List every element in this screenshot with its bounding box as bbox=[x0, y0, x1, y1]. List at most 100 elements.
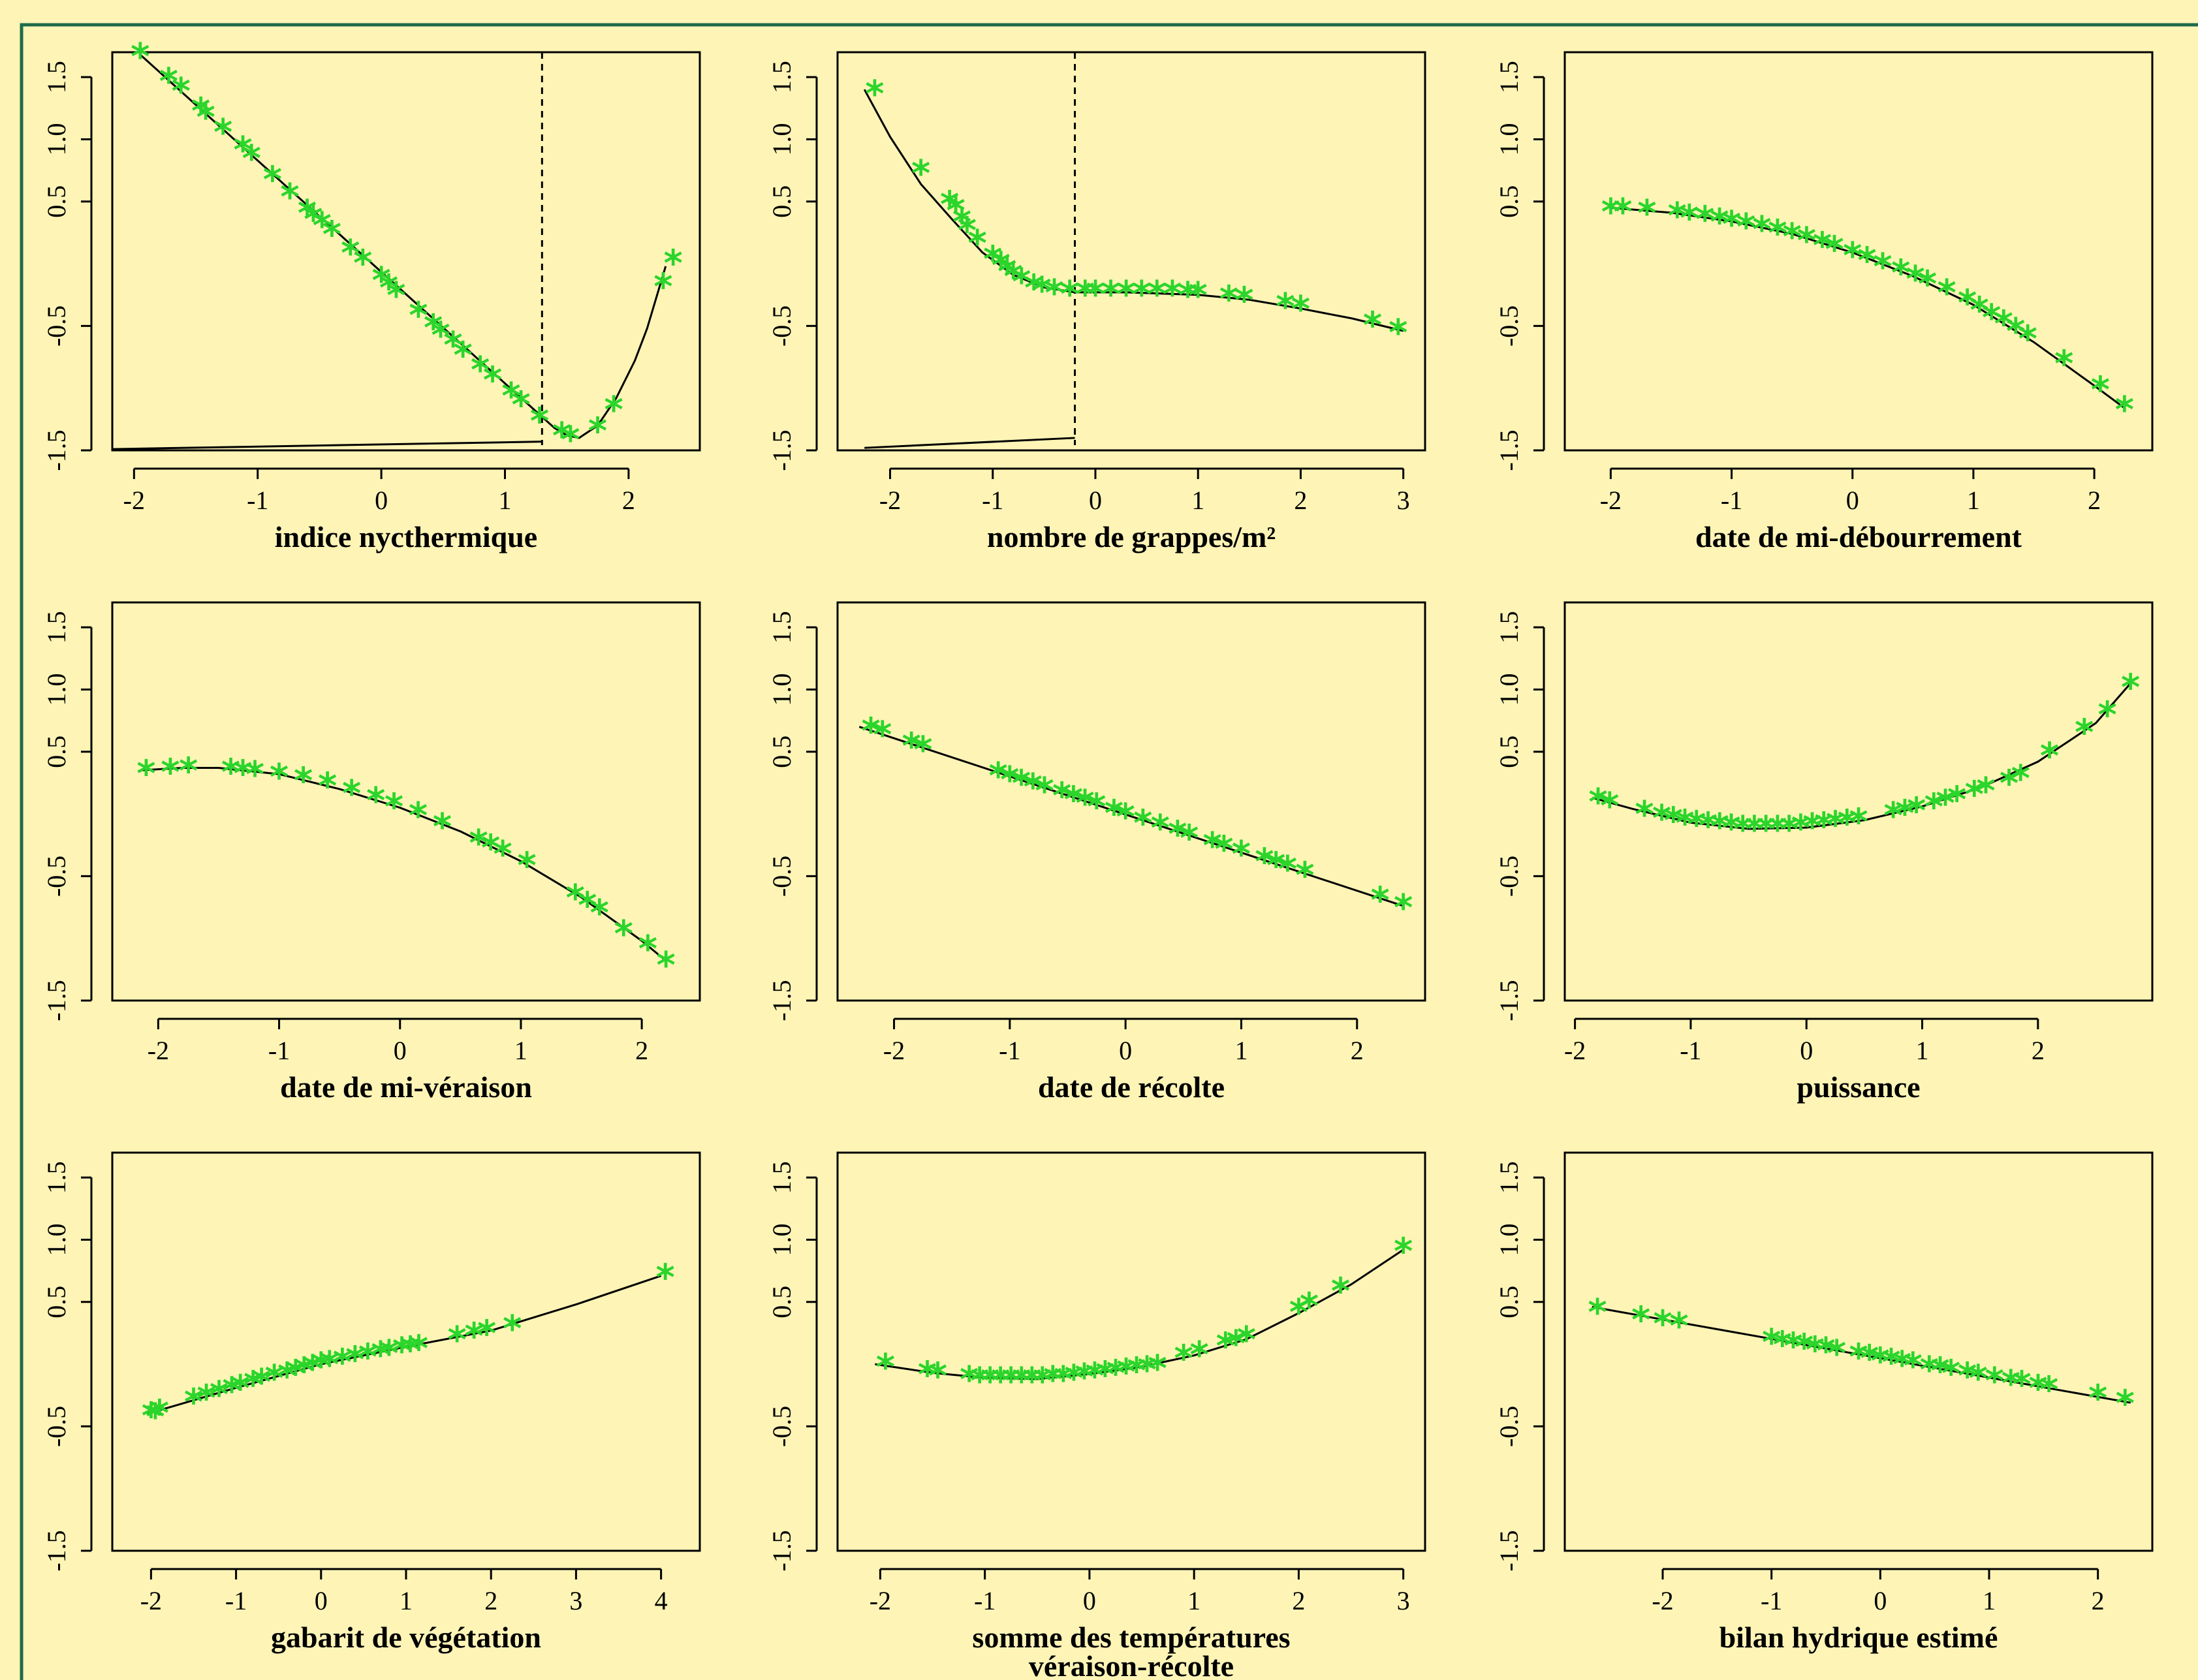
data-point: * bbox=[604, 389, 623, 431]
data-point: * bbox=[1389, 312, 1407, 354]
x-tick-label: 2 bbox=[622, 486, 635, 515]
data-point: * bbox=[392, 1330, 411, 1373]
data-point: * bbox=[242, 138, 261, 180]
data-point: * bbox=[1052, 775, 1071, 818]
data-point: * bbox=[588, 411, 607, 453]
data-point: * bbox=[2028, 1367, 2047, 1410]
data-point: * bbox=[443, 324, 462, 367]
data-point: * bbox=[1024, 267, 1043, 309]
data-point: * bbox=[1087, 786, 1106, 829]
data-point: * bbox=[1331, 1271, 1350, 1313]
data-point: * bbox=[320, 1344, 339, 1386]
x-tick-label: 3 bbox=[569, 1586, 582, 1615]
baseline-segment bbox=[864, 437, 1075, 449]
x-tick-label: 0 bbox=[1846, 486, 1859, 515]
data-point: * bbox=[946, 190, 965, 232]
data-point: * bbox=[1363, 305, 1382, 347]
x-tick-label: 1 bbox=[1916, 1036, 1929, 1065]
data-point: * bbox=[1881, 1341, 1900, 1384]
fitted-curve bbox=[1610, 206, 2126, 409]
data-point: * bbox=[2002, 1363, 2020, 1405]
data-point: * bbox=[501, 375, 520, 418]
x-tick-label: 1 bbox=[514, 1036, 527, 1065]
data-point: * bbox=[277, 1355, 296, 1397]
data-point: * bbox=[1180, 817, 1199, 860]
figure-frame bbox=[20, 23, 2198, 1680]
data-point: * bbox=[465, 1315, 484, 1358]
y-tick-label: 1.5 bbox=[42, 1161, 71, 1194]
data-point: * bbox=[1064, 1358, 1083, 1400]
data-point: * bbox=[1710, 806, 1729, 848]
data-point: * bbox=[1941, 1353, 1960, 1395]
data-point: * bbox=[243, 1364, 262, 1407]
y-tick-label: 1.0 bbox=[1494, 673, 1524, 706]
data-point: * bbox=[286, 1353, 305, 1395]
x-tick-label: -1 bbox=[999, 1036, 1020, 1065]
data-point: * bbox=[1773, 1324, 1792, 1367]
data-point: * bbox=[1232, 833, 1251, 876]
data-point: * bbox=[477, 1313, 496, 1356]
y-tick-label: 1.0 bbox=[42, 1223, 71, 1256]
data-point: * bbox=[424, 307, 443, 349]
y-tick-label: 1.0 bbox=[42, 673, 71, 706]
data-point: * bbox=[1000, 759, 1019, 801]
data-point: * bbox=[252, 1361, 271, 1404]
chart-panel-4: -1.5 -0.5 0.5 1.0 1.5 -2 -1 0 1 2 date de mi-vérai… bbox=[42, 601, 701, 1104]
y-tick-label: 1.5 bbox=[1494, 61, 1524, 93]
x-axis-title: bilan hydrique estimé bbox=[1719, 1621, 1998, 1654]
data-point: * bbox=[221, 751, 240, 794]
data-point: * bbox=[1736, 206, 1755, 249]
x-tick-label: 0 bbox=[1119, 1036, 1132, 1065]
x-tick-label: 2 bbox=[2092, 1586, 2105, 1615]
data-point: * bbox=[988, 755, 1007, 798]
data-point: * bbox=[366, 780, 385, 822]
data-point: * bbox=[1695, 199, 1714, 241]
data-point: * bbox=[918, 1354, 937, 1396]
data-point: * bbox=[1101, 273, 1120, 316]
chart-panel-7: -1.5 -0.5 0.5 1.0 1.5 -2 -1 0 1 2 3 4 gabarit de vég… bbox=[42, 1151, 701, 1654]
data-point: * bbox=[861, 710, 880, 753]
y-tick-label: -1.5 bbox=[42, 980, 71, 1021]
data-point: * bbox=[1237, 1319, 1256, 1361]
x-tick-label: 0 bbox=[375, 486, 388, 515]
data-point: * bbox=[333, 1341, 352, 1384]
data-point: * bbox=[590, 892, 609, 935]
data-point: * bbox=[1600, 785, 1619, 828]
data-point: * bbox=[345, 1339, 364, 1382]
data-point: * bbox=[1664, 800, 1683, 843]
x-tick-label: 2 bbox=[1292, 1586, 1305, 1615]
data-point: * bbox=[1675, 803, 1694, 845]
data-point: * bbox=[1958, 1355, 1977, 1397]
data-point: * bbox=[311, 1345, 330, 1388]
data-point: * bbox=[1907, 790, 1926, 832]
chart-panel-3: -1.5 -0.5 0.5 1.0 1.5 -2 -1 0 1 2 date de mi-débou… bbox=[1494, 51, 2154, 553]
data-point: * bbox=[1394, 887, 1413, 929]
data-point: * bbox=[386, 275, 405, 317]
y-tick-label: 0.5 bbox=[767, 185, 796, 218]
x-axis-title: nombre de grappes/m² bbox=[987, 520, 1276, 553]
data-point: * bbox=[1012, 763, 1031, 805]
x-tick-label: 0 bbox=[315, 1586, 328, 1615]
data-point: * bbox=[1710, 201, 1729, 243]
data-point: * bbox=[313, 205, 332, 247]
x-tick-label: 2 bbox=[2032, 1036, 2045, 1065]
data-point: * bbox=[385, 786, 403, 829]
data-point: * bbox=[1806, 1329, 1825, 1371]
y-tick-label: 1.0 bbox=[767, 1223, 796, 1256]
data-point: * bbox=[1060, 273, 1079, 316]
data-point: * bbox=[1137, 1349, 1156, 1392]
data-point: * bbox=[1105, 792, 1123, 835]
y-tick-label: 1.5 bbox=[767, 1161, 796, 1194]
data-point: * bbox=[981, 1360, 999, 1403]
data-point: * bbox=[968, 223, 987, 265]
y-tick-label: -0.5 bbox=[1494, 305, 1524, 347]
data-point: * bbox=[1958, 282, 1977, 324]
baseline-segment bbox=[112, 441, 542, 450]
y-tick-label: -0.5 bbox=[42, 305, 71, 347]
chart-panel-5: -1.5 -0.5 0.5 1.0 1.5 -2 -1 0 1 2 date de récolte *… bbox=[767, 601, 1426, 1104]
x-tick-label: -2 bbox=[123, 486, 145, 515]
data-point: * bbox=[142, 1395, 161, 1437]
y-tick-label: 1.5 bbox=[42, 61, 71, 93]
